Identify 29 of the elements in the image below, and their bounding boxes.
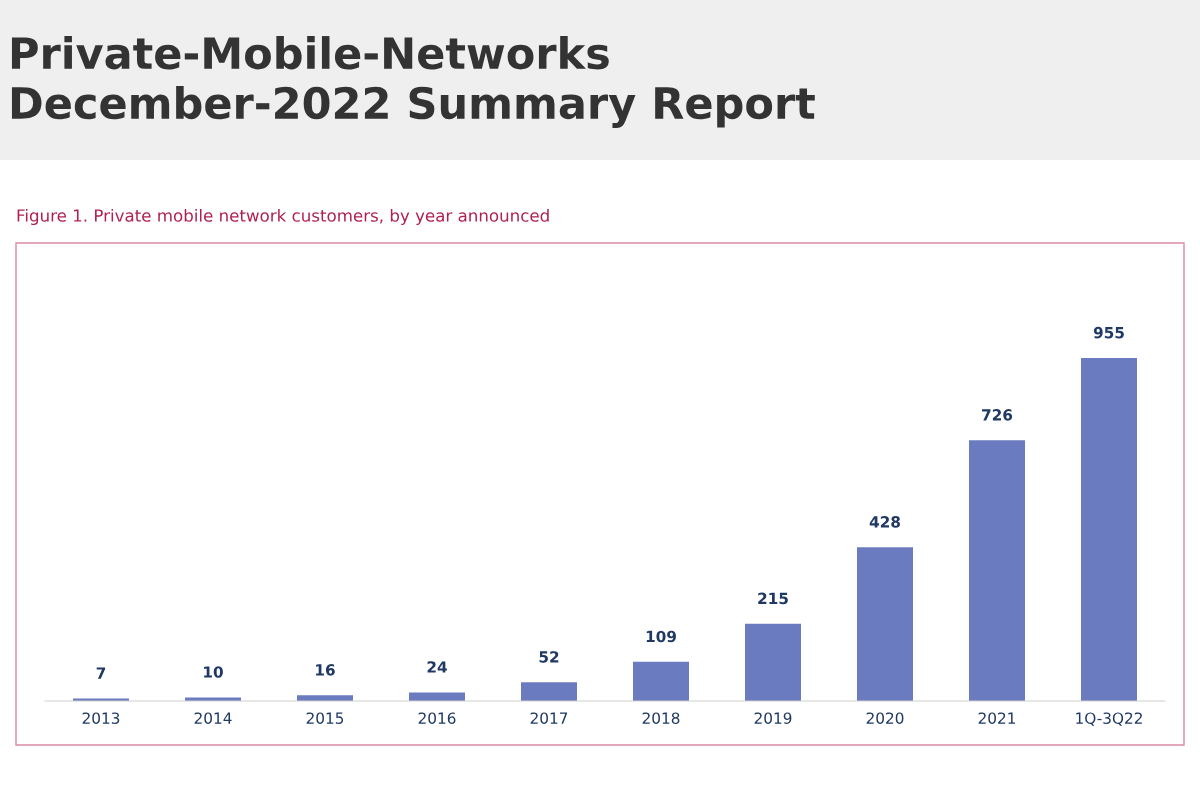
chart-subtitle: Figure 1. Private mobile network customers, by year announced — [17, 208, 549, 226]
bar — [409, 692, 465, 701]
data-label: 726 — [982, 409, 1013, 421]
data-label: 7 — [96, 667, 106, 679]
x-tick-label: 2013 — [82, 712, 120, 724]
data-label: 109 — [646, 630, 676, 643]
x-tick-label: 2021 — [978, 712, 1016, 724]
data-label: 215 — [758, 592, 788, 605]
bar — [745, 623, 801, 701]
bar — [521, 682, 577, 701]
data-label: 16 — [316, 664, 335, 676]
data-label: 428 — [869, 516, 900, 528]
x-tick-label: 2019 — [754, 712, 792, 724]
bar — [1081, 358, 1137, 701]
x-tick-label: 2015 — [306, 712, 344, 724]
chart-title: Private-Mobile-Networks December-2022 Summary Report — [11, 36, 815, 128]
x-tick-label: 2017 — [530, 712, 568, 724]
x-tick-label: 2018 — [642, 712, 680, 724]
data-label: 10 — [204, 666, 223, 678]
data-label: 52 — [539, 651, 559, 663]
x-tick-label: 2016 — [418, 712, 456, 724]
x-tick-label: 2020 — [866, 712, 904, 724]
x-tick-label: 1Q-3Q22 — [1076, 712, 1142, 726]
bar — [633, 661, 689, 701]
bar — [857, 547, 913, 701]
bar — [969, 440, 1025, 701]
data-label: 24 — [427, 661, 447, 673]
data-label: 955 — [1093, 326, 1124, 339]
x-tick-label: 2014 — [194, 712, 232, 724]
